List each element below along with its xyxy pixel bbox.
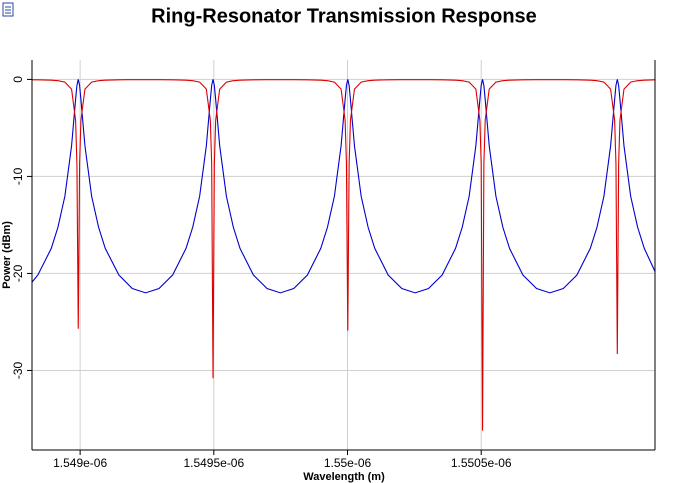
y-tick-label: -20 — [11, 264, 25, 282]
series-line — [32, 79, 655, 431]
y-axis-label: Power (dBm) — [1, 221, 13, 289]
x-axis-label: Wavelength (m) — [303, 471, 385, 483]
app-icon — [2, 2, 14, 17]
x-tick-label: 1.5505e-06 — [451, 456, 512, 470]
y-tick-label: 0 — [11, 76, 25, 83]
x-tick-label: 1.5495e-06 — [183, 456, 244, 470]
y-tick-label: -30 — [11, 361, 25, 379]
series-line — [32, 79, 655, 294]
chart-title: Ring-Resonator Transmission Response — [151, 5, 537, 27]
x-tick-label: 1.549e-06 — [53, 456, 107, 470]
x-tick-label: 1.55e-06 — [324, 456, 372, 470]
y-tick-label: -10 — [11, 167, 25, 185]
plot-area — [32, 60, 655, 450]
